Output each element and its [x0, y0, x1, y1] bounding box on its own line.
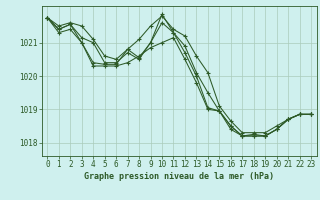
X-axis label: Graphe pression niveau de la mer (hPa): Graphe pression niveau de la mer (hPa) [84, 172, 274, 181]
